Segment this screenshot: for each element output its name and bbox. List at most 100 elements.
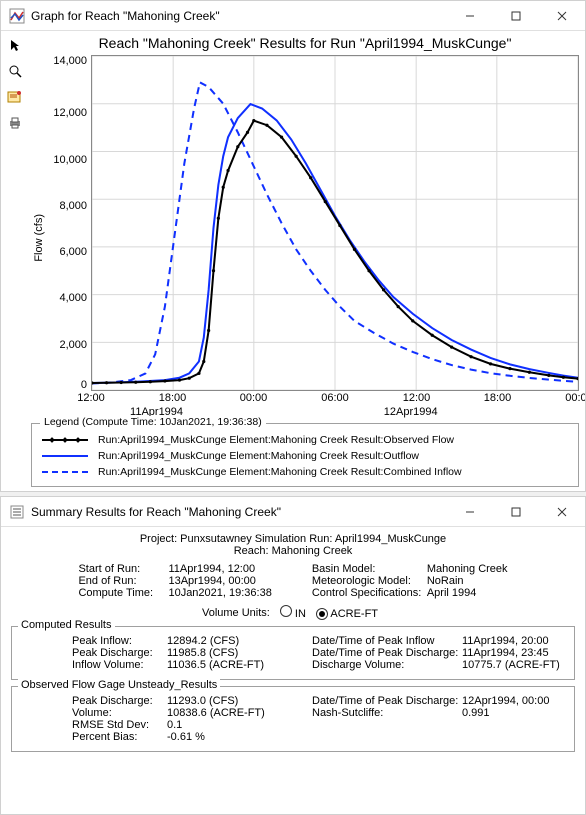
plot-wrapper: Flow (cfs) 14,000 12,000 10,000 8,000 6,000 4… [31, 55, 579, 421]
result-value: 0.1 [167, 719, 282, 731]
y-tick: 4,000 [59, 292, 87, 304]
result-value: 11Apr1994, 23:45 [462, 647, 577, 659]
maximize-button[interactable] [493, 1, 539, 31]
volume-unit-label: ACRE-FT [328, 608, 378, 620]
print-tool[interactable] [5, 113, 25, 133]
result-key: Peak Discharge: [72, 695, 167, 707]
axes-region: 14,00012,00010,0008,0006,0004,0002,0000 … [47, 55, 579, 421]
result-key: Percent Bias: [72, 731, 167, 743]
result-key: Nash-Sutcliffe: [312, 707, 462, 719]
meta-key: Meteorologic Model: [312, 575, 427, 587]
result-key: Volume: [72, 707, 167, 719]
reach-line: Reach: Mahoning Creek [11, 545, 575, 557]
meta-key: End of Run: [78, 575, 168, 587]
result-value: 10775.7 (ACRE-FT) [462, 659, 577, 671]
graph-window-title: Graph for Reach "Mahoning Creek" [31, 9, 447, 23]
legend-title: Legend (Compute Time: 10Jan2021, 19:36:3… [40, 416, 266, 428]
meta-value: 11Apr1994, 12:00 [168, 563, 255, 575]
meta-value: Mahoning Creek [427, 563, 508, 575]
meta-key: Start of Run: [78, 563, 168, 575]
result-value: 10838.6 (ACRE-FT) [167, 707, 282, 719]
app-icon [9, 8, 25, 24]
computed-results-title: Computed Results [18, 619, 115, 631]
graph-titlebar[interactable]: Graph for Reach "Mahoning Creek" [1, 1, 585, 31]
graph-window: Graph for Reach "Mahoning Creek" Reach "… [0, 0, 586, 492]
computed-results-group: Computed Results Peak Inflow:12894.2 (CF… [11, 626, 575, 680]
meta-key: Compute Time: [78, 587, 168, 599]
meta-value: April 1994 [427, 587, 477, 599]
legend-label: Run:April1994_MuskCunge Element:Mahoning… [98, 466, 462, 478]
graph-toolbar [1, 31, 29, 491]
summary-minimize-button[interactable] [447, 497, 493, 527]
result-key: Date/Time of Peak Discharge: [312, 647, 462, 659]
x-tick: 12:00 [403, 392, 431, 404]
summary-titlebar[interactable]: Summary Results for Reach "Mahoning Cree… [1, 497, 585, 527]
volume-unit-radio[interactable] [280, 605, 292, 617]
result-key: RMSE Std Dev: [72, 719, 167, 731]
result-value: 12Apr1994, 00:00 [462, 695, 577, 707]
zoom-tool[interactable] [5, 61, 25, 81]
result-value: 12894.2 (CFS) [167, 635, 282, 647]
y-tick: 6,000 [59, 246, 87, 258]
legend-item[interactable]: Run:April1994_MuskCunge Element:Mahoning… [40, 450, 570, 462]
y-axis-label: Flow (cfs) [31, 214, 47, 262]
close-button[interactable] [539, 1, 585, 31]
x-tick: 00:00 [565, 392, 585, 404]
result-key: Date/Time of Peak Discharge: [312, 695, 462, 707]
volume-units: Volume Units: IN ACRE-FT [11, 605, 575, 620]
summary-close-button[interactable] [539, 497, 585, 527]
chart-area: Reach "Mahoning Creek" Results for Run "… [29, 31, 585, 491]
y-tick: 0 [81, 379, 87, 391]
legend-item[interactable]: Run:April1994_MuskCunge Element:Mahoning… [40, 466, 570, 478]
result-key: Inflow Volume: [72, 659, 167, 671]
summary-window: Summary Results for Reach "Mahoning Cree… [0, 496, 586, 815]
plot-box[interactable] [91, 55, 579, 391]
legend: Legend (Compute Time: 10Jan2021, 19:36:3… [31, 423, 579, 487]
observed-results-title: Observed Flow Gage Unsteady_Results [18, 679, 220, 691]
meta-value: 13Apr1994, 00:00 [168, 575, 255, 587]
x-tick: 18:00 [484, 392, 512, 404]
volume-unit-radio[interactable] [316, 608, 328, 620]
summary-app-icon [9, 504, 25, 520]
result-value: 11985.8 (CFS) [167, 647, 282, 659]
summary-body: Project: Punxsutawney Simulation Run: Ap… [1, 527, 585, 814]
summary-window-title: Summary Results for Reach "Mahoning Cree… [31, 505, 447, 519]
y-tick: 8,000 [59, 200, 87, 212]
chart-title: Reach "Mahoning Creek" Results for Run "… [31, 35, 579, 51]
x-tick: 18:00 [159, 392, 187, 404]
result-key: Peak Inflow: [72, 635, 167, 647]
y-tick: 14,000 [53, 55, 87, 67]
chart-svg [92, 56, 578, 390]
x-tick: 12:00 [77, 392, 105, 404]
meta-key: Control Specifications: [312, 587, 427, 599]
meta-value: NoRain [427, 575, 464, 587]
result-value: 11036.5 (ACRE-FT) [167, 659, 282, 671]
properties-tool[interactable] [5, 87, 25, 107]
x-tick: 00:00 [240, 392, 268, 404]
summary-maximize-button[interactable] [493, 497, 539, 527]
x-date-label: 12Apr1994 [384, 406, 438, 418]
legend-label: Run:April1994_MuskCunge Element:Mahoning… [98, 450, 419, 462]
legend-item[interactable]: Run:April1994_MuskCunge Element:Mahoning… [40, 434, 570, 446]
y-tick-labels: 14,000 12,000 10,000 8,000 6,000 4,000 2,000 0 [47, 55, 91, 391]
y-tick: 12,000 [53, 107, 87, 119]
y-tick: 2,000 [59, 339, 87, 351]
volume-unit-label: IN [292, 608, 306, 620]
x-tick: 06:00 [321, 392, 349, 404]
graph-content: Reach "Mahoning Creek" Results for Run "… [1, 31, 585, 491]
legend-label: Run:April1994_MuskCunge Element:Mahoning… [98, 434, 454, 446]
meta-value: 10Jan2021, 19:36:38 [168, 587, 271, 599]
result-key: Date/Time of Peak Inflow [312, 635, 462, 647]
result-value: 11Apr1994, 20:00 [462, 635, 577, 647]
volume-units-label: Volume Units: [202, 607, 270, 619]
meta-key: Basin Model: [312, 563, 427, 575]
result-value: -0.61 % [167, 731, 282, 743]
result-key: Discharge Volume: [312, 659, 462, 671]
y-tick: 10,000 [53, 154, 87, 166]
pointer-tool[interactable] [5, 35, 25, 55]
run-meta: Start of Run:11Apr1994, 12:00End of Run:… [11, 563, 575, 599]
result-value: 11293.0 (CFS) [167, 695, 282, 707]
observed-results-group: Observed Flow Gage Unsteady_Results Peak… [11, 686, 575, 752]
minimize-button[interactable] [447, 1, 493, 31]
result-key: Peak Discharge: [72, 647, 167, 659]
